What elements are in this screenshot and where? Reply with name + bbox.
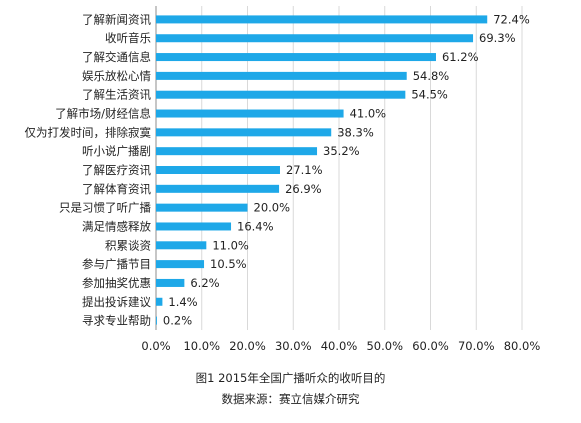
bar (156, 203, 248, 212)
bar (156, 260, 205, 269)
data-label: 11.0% (212, 238, 249, 252)
data-label: 69.3% (479, 31, 516, 45)
data-label: 1.4% (168, 295, 197, 309)
category-label: 仅为打发时间，排除寂寞 (25, 125, 152, 139)
category-label: 满足情感释放 (82, 219, 151, 233)
x-tick-label: 20.0% (229, 339, 266, 353)
data-label: 54.8% (413, 69, 450, 83)
bar (156, 184, 280, 193)
x-tick-label: 10.0% (183, 339, 220, 353)
category-label: 了解交通信息 (82, 50, 151, 64)
category-label: 参加抽奖优惠 (82, 276, 151, 290)
bar (156, 109, 344, 118)
data-label: 0.2% (163, 314, 192, 328)
x-tick-label: 80.0% (504, 339, 541, 353)
category-label: 听小说广播剧 (82, 144, 151, 158)
data-label: 72.4% (493, 12, 530, 26)
bar (156, 128, 332, 137)
category-label: 娱乐放松心情 (82, 69, 151, 83)
bar (156, 53, 436, 62)
bar (156, 15, 488, 24)
category-label: 参与广播节目 (82, 257, 151, 271)
category-label: 只是习惯了听广播 (59, 201, 151, 215)
x-tick-label: 0.0% (141, 339, 170, 353)
category-label: 收听音乐 (105, 31, 151, 45)
data-label: 38.3% (337, 125, 374, 139)
data-source-caption: 数据来源：赛立信媒介研究 (221, 392, 360, 406)
x-tick-label: 50.0% (366, 339, 403, 353)
category-label: 了解医疗资讯 (82, 163, 151, 177)
x-tick-label: 70.0% (458, 339, 495, 353)
data-label: 26.9% (285, 182, 322, 196)
bar (156, 147, 318, 156)
bar (156, 241, 207, 250)
bar (156, 71, 407, 80)
category-label: 了解体育资讯 (82, 182, 151, 196)
x-tick-label: 30.0% (275, 339, 312, 353)
data-label: 20.0% (254, 201, 291, 215)
category-label: 了解市场/财经信息 (55, 107, 151, 121)
bar-chart: 0.0% 10.0% 20.0% 30.0% 40.0% 50.0% 60.0% 70.0% 8… (25, 6, 541, 353)
category-label: 了解生活资讯 (82, 88, 151, 102)
data-label: 54.5% (411, 88, 448, 102)
bar (156, 166, 280, 174)
bar (156, 316, 157, 325)
data-label: 35.2% (323, 144, 360, 158)
bar (156, 278, 185, 287)
category-label: 寻求专业帮助 (82, 314, 151, 328)
category-label: 积累谈资 (105, 238, 151, 252)
category-label: 提出投诉建议 (82, 295, 151, 309)
data-label: 41.0% (350, 107, 387, 121)
bar (156, 297, 163, 306)
data-label: 16.4% (237, 219, 274, 233)
data-label: 6.2% (190, 276, 219, 290)
bar (156, 34, 474, 43)
bar (156, 90, 406, 99)
figure-caption: 图1 2015年全国广播听众的收听目的 (195, 371, 386, 385)
data-label: 10.5% (210, 257, 247, 271)
x-tick-label: 40.0% (321, 339, 358, 353)
data-label: 27.1% (286, 163, 323, 177)
x-tick-label: 60.0% (412, 339, 449, 353)
data-label: 61.2% (442, 50, 479, 64)
category-label: 了解新闻资讯 (82, 12, 151, 26)
bar (156, 222, 232, 231)
